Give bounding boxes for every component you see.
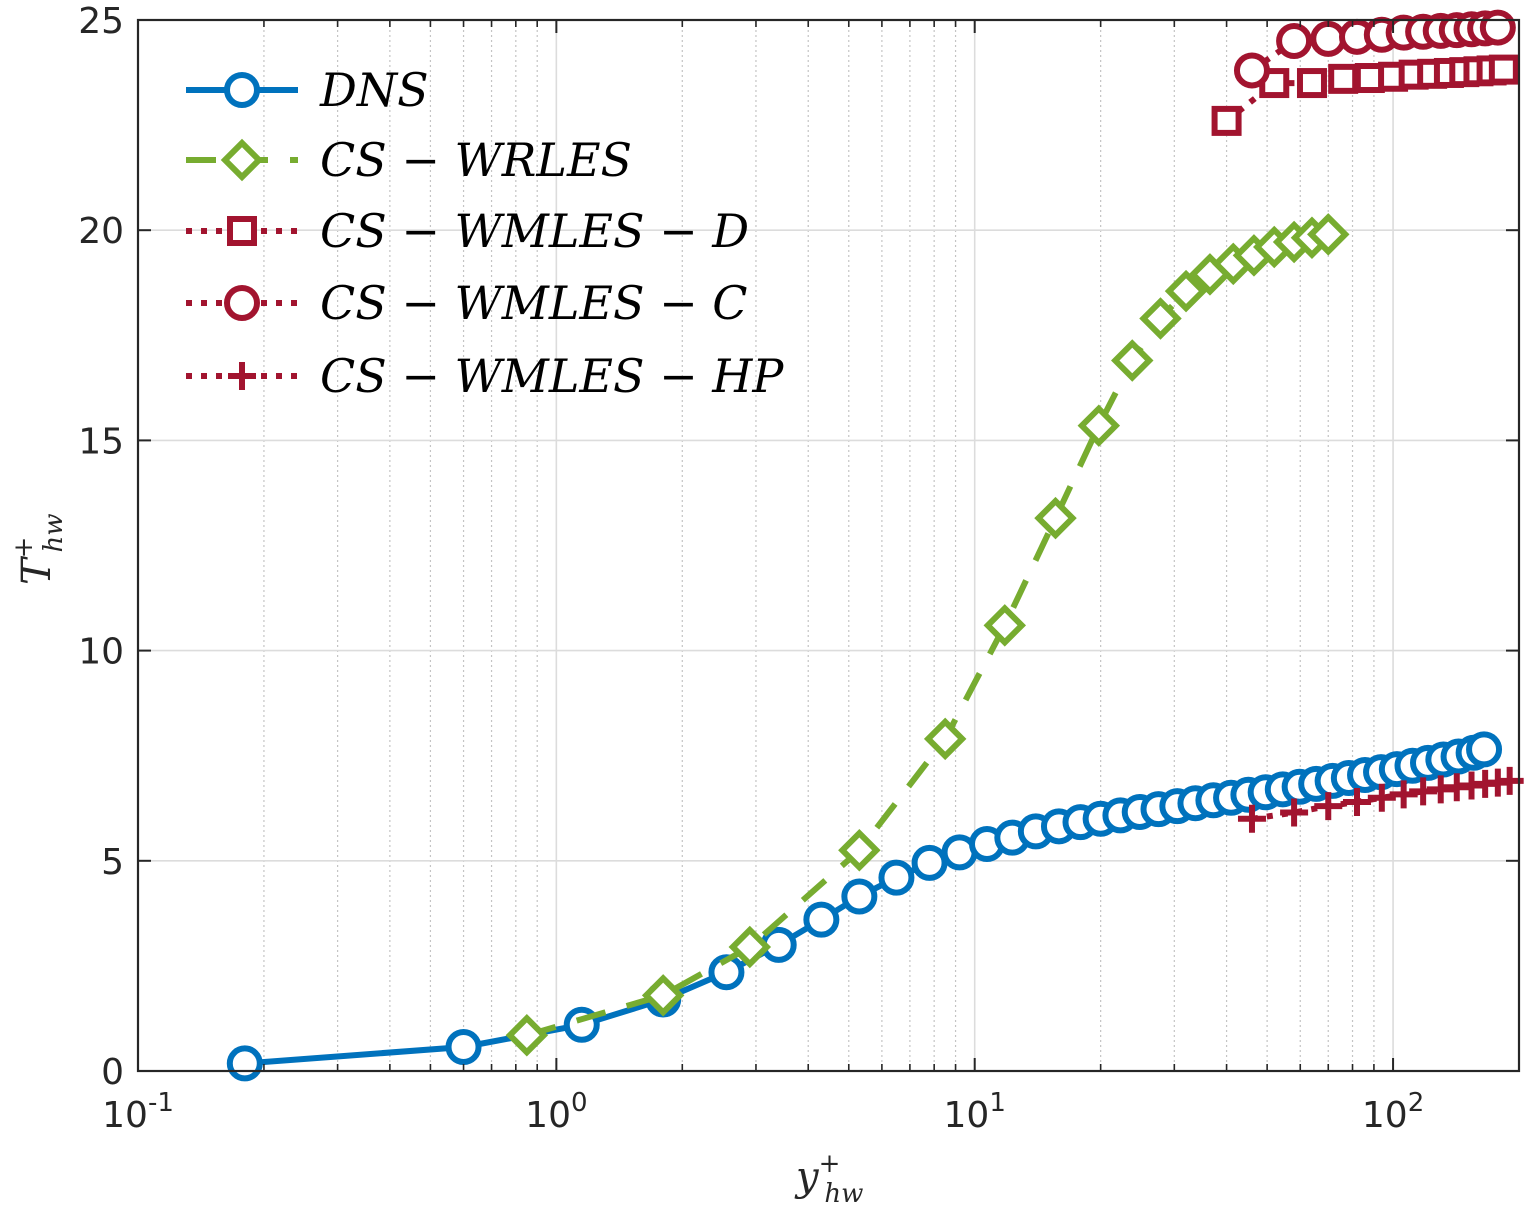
point-cs-wmles-hp — [1280, 798, 1309, 827]
x-tick-label-base: 10 — [1362, 1095, 1408, 1136]
point-cs-wrles — [983, 604, 1027, 647]
point-cs-wmles-hp — [1314, 792, 1343, 821]
point-cs-wmles-hp — [1237, 804, 1266, 833]
legend-entry: CS − WMLES − C — [186, 276, 748, 330]
x-tick-label-exponent: 2 — [1408, 1088, 1425, 1118]
point-dns — [1466, 731, 1503, 768]
point-dns — [841, 878, 878, 915]
legend-entry: CS − WRLES — [186, 133, 632, 187]
major-grid — [138, 20, 1519, 1071]
point-dns — [878, 859, 915, 896]
y-tick-label: 15 — [78, 421, 124, 462]
legend-label: CS − WMLES − C — [320, 276, 748, 330]
series-cs-wrles — [505, 213, 1350, 1057]
y-axis-title-sup: + — [9, 537, 39, 559]
x-tick-label: 100 — [525, 1088, 587, 1136]
x-axis-title-sub: hw — [824, 1179, 863, 1208]
legend-marker — [224, 72, 260, 108]
point-cs-wrles — [1164, 269, 1208, 313]
point-cs-wmles-d — [1211, 105, 1242, 136]
y-tick-label: 5 — [101, 842, 124, 883]
point-cs-wmles-hp — [1367, 783, 1396, 812]
point-cs-wrles — [1111, 339, 1154, 382]
x-axis-title-base: y — [794, 1154, 820, 1200]
legend-marker — [224, 285, 260, 321]
y-tick-label: 20 — [78, 211, 124, 252]
point-cs-wrles — [1307, 213, 1350, 256]
y-axis-title-base: T — [14, 555, 60, 585]
x-tick-label-base: 10 — [944, 1095, 990, 1136]
y-axis-title: T+hw — [9, 514, 69, 585]
legend-label: CS − WMLES − HP — [320, 349, 784, 403]
plot-area — [138, 20, 1519, 1071]
series-cs-wmles-hp — [1237, 766, 1524, 833]
point-cs-wmles-d — [1296, 68, 1327, 99]
point-cs-wrles — [1034, 496, 1077, 540]
point-cs-wmles-c — [1276, 23, 1313, 60]
legend-entry: CS − WMLES − D — [186, 204, 749, 258]
x-axis-title-sup: + — [819, 1149, 841, 1179]
x-axis-title: y+ hw — [794, 1149, 863, 1208]
x-tick-label-base: 10 — [102, 1095, 148, 1136]
series-cs-wmles-c — [1233, 9, 1516, 89]
point-cs-wrles — [838, 829, 881, 872]
minor-grid — [263, 20, 1375, 1071]
x-tick-label: 10-1 — [102, 1088, 174, 1136]
point-dns — [803, 901, 840, 938]
series-dns — [226, 731, 1503, 1082]
legend-entry: CS − WMLES − HP — [186, 349, 784, 403]
point-dns — [226, 1045, 263, 1082]
x-tick-label-exponent: 0 — [571, 1088, 588, 1118]
x-tick-label-exponent: 1 — [989, 1088, 1006, 1118]
plot-frame — [136, 18, 1521, 1073]
point-cs-wmles-d — [1488, 54, 1519, 85]
y-tick-label: 10 — [78, 632, 124, 673]
legend-entry: DNS — [186, 63, 429, 117]
x-tick-label: 102 — [1362, 1088, 1424, 1136]
point-cs-wmles-c — [1233, 52, 1270, 89]
point-dns — [445, 1029, 482, 1066]
x-tick-label-base: 10 — [525, 1095, 571, 1136]
x-tick-label: 101 — [944, 1088, 1006, 1136]
point-cs-wmles-d — [1328, 63, 1359, 94]
legend-marker — [228, 362, 256, 390]
y-tick-label: 0 — [101, 1052, 124, 1093]
legend-label: CS − WMLES − D — [320, 204, 749, 258]
legend-marker — [220, 138, 264, 182]
point-cs-wmles-c — [1310, 20, 1347, 57]
x-tick-labels: 10-1 100 101 102 — [102, 1088, 1424, 1136]
legend-label: CS − WRLES — [320, 133, 632, 187]
legend-marker — [227, 216, 257, 246]
series-cs-wmles-d — [1211, 54, 1519, 136]
x-tick-label-exponent: -1 — [148, 1088, 174, 1118]
point-cs-wmles-c — [1479, 9, 1516, 46]
y-axis-title-sub: hw — [39, 514, 69, 553]
legend: DNS CS − WRLES CS − WMLES − D CS − WMLES − … — [186, 63, 784, 403]
point-cs-wmles-hp — [1343, 787, 1372, 816]
point-cs-wrles — [728, 925, 772, 969]
y-tick-labels: 0 5 10 15 20 25 — [78, 1, 124, 1093]
point-cs-wrles — [1139, 297, 1182, 340]
point-cs-wrles — [923, 717, 967, 761]
series-layer — [226, 9, 1524, 1082]
y-tick-label: 25 — [78, 1, 124, 42]
point-cs-wrles — [505, 1014, 549, 1057]
point-cs-wrles — [1077, 404, 1121, 447]
point-cs-wrles — [641, 974, 685, 1017]
legend-label: DNS — [319, 63, 429, 117]
ticks-layer — [137, 19, 1519, 1072]
point-dns — [911, 844, 948, 881]
